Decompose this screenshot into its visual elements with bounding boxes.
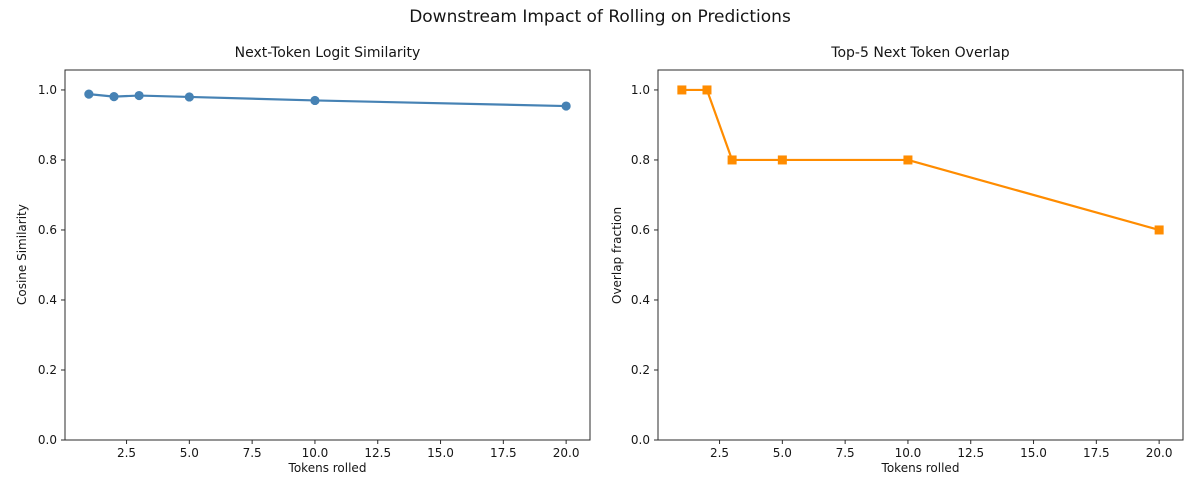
data-point: [184, 92, 194, 102]
x-tick-label: 17.5: [490, 446, 517, 460]
y-tick-label: 0.2: [38, 363, 57, 377]
y-tick-label: 0.6: [631, 223, 650, 237]
figure-title: Downstream Impact of Rolling on Predicti…: [409, 7, 791, 27]
data-point: [702, 85, 712, 95]
data-point: [310, 95, 320, 106]
x-axis-label-right: Tokens rolled: [881, 461, 960, 475]
x-axis-label-left: Tokens rolled: [288, 461, 367, 475]
y-tick-label: 0.8: [631, 153, 650, 167]
x-tick-label: 5.0: [180, 446, 199, 460]
x-tick-label: 2.5: [117, 446, 136, 460]
x-tick-label: 5.0: [773, 446, 792, 460]
y-tick-label: 0.4: [631, 293, 650, 307]
x-tick-label: 15.0: [1020, 446, 1047, 460]
data-point: [134, 90, 144, 101]
data-point: [903, 155, 913, 165]
data-point: [727, 155, 737, 165]
y-axis-label-overlap-fraction: Overlap fraction: [610, 206, 624, 304]
x-tick-label: 12.5: [364, 446, 391, 460]
chart-title-logit-similarity: Next-Token Logit Similarity: [234, 45, 421, 61]
data-line: [87, 93, 568, 108]
y-tick-label: 1.0: [631, 83, 650, 97]
y-tick-label: 0.2: [631, 363, 650, 377]
chart-title-top5-overlap: Top-5 Next Token Overlap: [831, 45, 1010, 61]
plot-frame: [64, 69, 591, 441]
x-tick-label: 10.0: [895, 446, 922, 460]
y-tick-label: 0.6: [38, 223, 57, 237]
data-line: [680, 88, 1161, 232]
x-tick-label: 10.0: [302, 446, 329, 460]
x-tick-label: 20.0: [553, 446, 580, 460]
y-tick-label: 0.8: [38, 153, 57, 167]
data-point: [1154, 225, 1164, 235]
x-tick-label: 7.5: [243, 446, 262, 460]
y-tick-label: 0.0: [631, 433, 650, 447]
right-subplot: 2.5 5.0 7.5 10.0 12.5 15.0 17.5 20.0 0.0 0.2 0.4 0.…: [631, 69, 1184, 460]
data-point: [677, 85, 687, 95]
data-point: [84, 89, 94, 99]
y-tick-label: 1.0: [38, 83, 57, 97]
data-point: [777, 155, 787, 165]
data-point: [109, 92, 119, 102]
y-tick-label: 0.0: [38, 433, 57, 447]
x-tick-label: 15.0: [427, 446, 454, 460]
x-tick-label: 20.0: [1146, 446, 1173, 460]
y-axis-label-cosine-similarity: Cosine Similarity: [15, 204, 29, 306]
x-tick-label: 17.5: [1083, 446, 1110, 460]
x-tick-label: 2.5: [710, 446, 729, 460]
left-subplot: 2.5 5.0 7.5 10.0 12.5 15.0 17.5 20.0 0.0 0.2 0.4 0.…: [38, 69, 591, 460]
x-tick-label: 7.5: [836, 446, 855, 460]
data-point: [561, 101, 571, 111]
y-tick-label: 0.4: [38, 293, 57, 307]
x-tick-label: 12.5: [957, 446, 984, 460]
plot-frame: [657, 69, 1184, 441]
